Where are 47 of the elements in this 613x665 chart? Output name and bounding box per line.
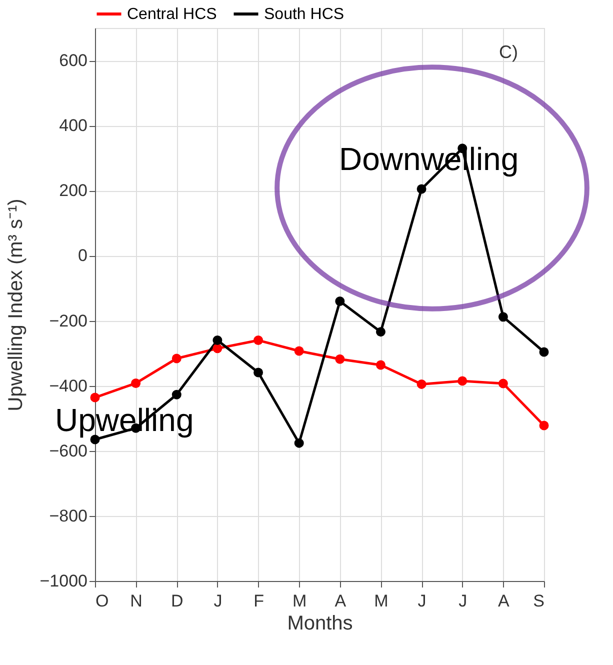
point <box>539 347 549 357</box>
x-tick-label: S <box>533 592 544 610</box>
x-tick-label: D <box>170 592 184 610</box>
annotation: C) <box>499 42 518 62</box>
x-tick-label: M <box>374 592 388 610</box>
point <box>212 344 222 354</box>
point <box>294 438 304 448</box>
x-tick-label: M <box>292 592 307 610</box>
x-tick-label: F <box>254 592 264 610</box>
x-tick-label: O <box>96 592 109 610</box>
point <box>498 312 508 322</box>
y-tick-label: 400 <box>59 116 88 136</box>
point <box>212 336 222 346</box>
x-tick-label: A <box>498 592 510 610</box>
y-axis-title: Upwelling Index (m³ s⁻¹) <box>4 198 27 412</box>
point <box>458 376 468 386</box>
x-axis-title: Months <box>287 612 353 634</box>
y-tick-label: 200 <box>59 181 88 200</box>
y-tick-label: −1000 <box>40 572 88 590</box>
point <box>498 378 508 388</box>
point <box>254 336 264 346</box>
point <box>376 327 386 337</box>
point <box>335 354 345 364</box>
point <box>131 378 141 388</box>
x-tick-label: N <box>130 592 142 610</box>
point <box>294 346 304 356</box>
legend-label: Central HCS <box>127 6 217 23</box>
y-tick-label: −600 <box>49 441 88 460</box>
x-tick-label: J <box>458 592 468 610</box>
point <box>416 184 426 194</box>
point <box>172 390 182 400</box>
y-tick-label: −200 <box>49 311 88 330</box>
point <box>376 360 386 370</box>
point <box>254 368 264 378</box>
point <box>90 392 100 402</box>
point <box>172 354 182 364</box>
point <box>539 420 549 430</box>
x-tick-label: A <box>334 592 347 610</box>
y-tick-label: −400 <box>49 376 88 396</box>
legend-label: South HCS <box>264 6 344 23</box>
y-tick-label: 0 <box>78 246 88 266</box>
x-tick-label: J <box>418 592 426 610</box>
y-tick-label: 600 <box>59 51 88 70</box>
point <box>416 379 426 389</box>
x-tick-label: J <box>214 592 222 610</box>
point <box>335 296 345 306</box>
y-tick-label: −800 <box>49 506 88 526</box>
